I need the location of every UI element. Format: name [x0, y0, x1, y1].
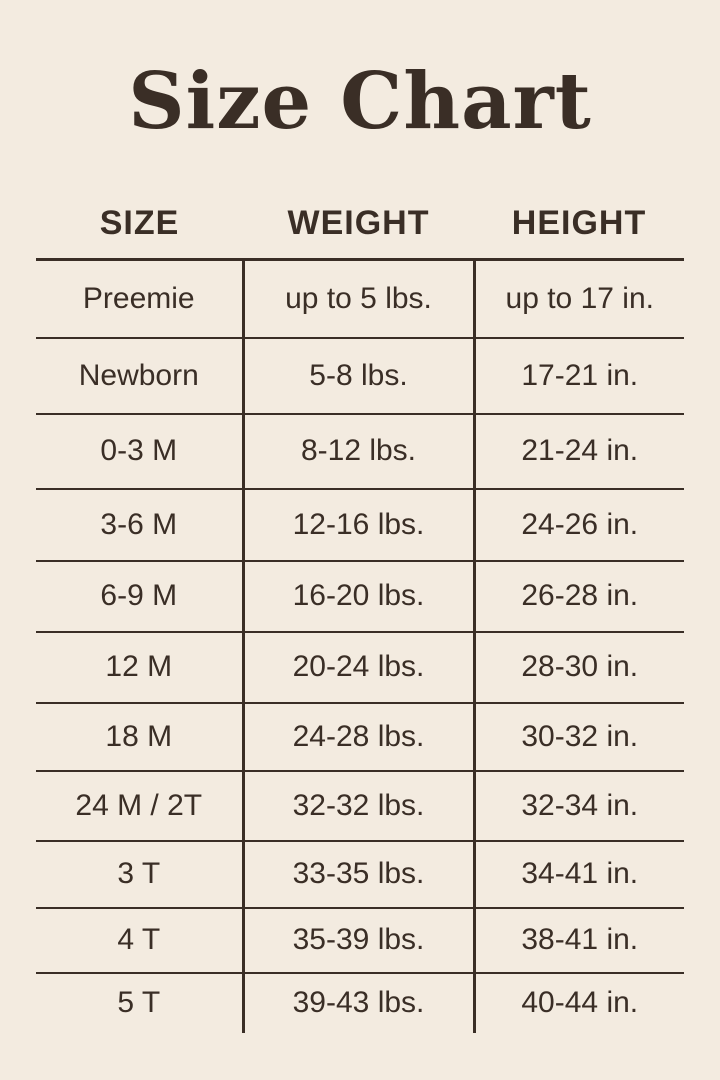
header-row: SIZE WEIGHT HEIGHT	[36, 188, 684, 261]
size-cell: 0-3 M	[36, 413, 243, 490]
table-row: 4 T 35-39 lbs. 38-41 in.	[36, 907, 684, 974]
weight-cell: 33-35 lbs.	[241, 840, 474, 909]
table-row: 24 M / 2T 32-32 lbs. 32-34 in.	[36, 770, 684, 842]
size-cell: Preemie	[36, 259, 243, 339]
weight-cell: up to 5 lbs.	[241, 259, 474, 339]
weight-cell: 24-28 lbs.	[241, 702, 474, 772]
header-weight: WEIGHT	[243, 188, 474, 261]
table-row: 12 M 20-24 lbs. 28-30 in.	[36, 631, 684, 704]
header-size: SIZE	[36, 188, 243, 261]
weight-cell: 8-12 lbs.	[241, 413, 474, 490]
height-cell: 32-34 in.	[472, 770, 684, 842]
weight-cell: 20-24 lbs.	[241, 631, 474, 704]
height-cell: 30-32 in.	[472, 702, 684, 772]
header-height: HEIGHT	[474, 188, 684, 261]
height-cell: 28-30 in.	[472, 631, 684, 704]
table-row: 18 M 24-28 lbs. 30-32 in.	[36, 702, 684, 772]
table-row: 0-3 M 8-12 lbs. 21-24 in.	[36, 413, 684, 490]
table-row: 6-9 M 16-20 lbs. 26-28 in.	[36, 560, 684, 633]
table-row: 5 T 39-43 lbs. 40-44 in.	[36, 972, 684, 1033]
size-cell: 12 M	[36, 631, 243, 704]
size-cell: 3 T	[36, 840, 243, 909]
height-cell: 17-21 in.	[472, 337, 684, 415]
size-chart-table: SIZE WEIGHT HEIGHT Preemie up to 5 lbs. up…	[36, 188, 684, 1033]
page-title: Size Chart	[128, 56, 592, 147]
size-cell: 5 T	[117, 986, 161, 1019]
weight-cell: 5-8 lbs.	[241, 337, 474, 415]
weight-cell: 12-16 lbs.	[241, 488, 474, 562]
table-row: Newborn 5-8 lbs. 17-21 in.	[36, 337, 684, 415]
height-cell: up to 17 in.	[472, 259, 684, 339]
table-row: 3-6 M 12-16 lbs. 24-26 in.	[36, 488, 684, 562]
weight-cell: 35-39 lbs.	[241, 907, 474, 974]
weight-cell: 32-32 lbs.	[241, 770, 474, 842]
weight-cell: 39-43 lbs.	[241, 972, 474, 1033]
height-cell: 21-24 in.	[472, 413, 684, 490]
size-cell: 18 M	[36, 702, 243, 772]
height-cell: 34-41 in.	[472, 840, 684, 909]
weight-cell: 16-20 lbs.	[241, 560, 474, 633]
size-cell: 24 M / 2T	[36, 770, 243, 842]
size-cell: Newborn	[36, 337, 243, 415]
size-cell: 3-6 M	[36, 488, 243, 562]
height-cell: 40-44 in.	[472, 972, 684, 1033]
table-row: 3 T 33-35 lbs. 34-41 in.	[36, 840, 684, 909]
size-cell: 4 T	[36, 907, 243, 974]
height-cell: 26-28 in.	[472, 560, 684, 633]
table-row: Preemie up to 5 lbs. up to 17 in.	[36, 259, 684, 339]
height-cell: 38-41 in.	[472, 907, 684, 974]
height-cell: 24-26 in.	[472, 488, 684, 562]
size-cell: 6-9 M	[36, 560, 243, 633]
